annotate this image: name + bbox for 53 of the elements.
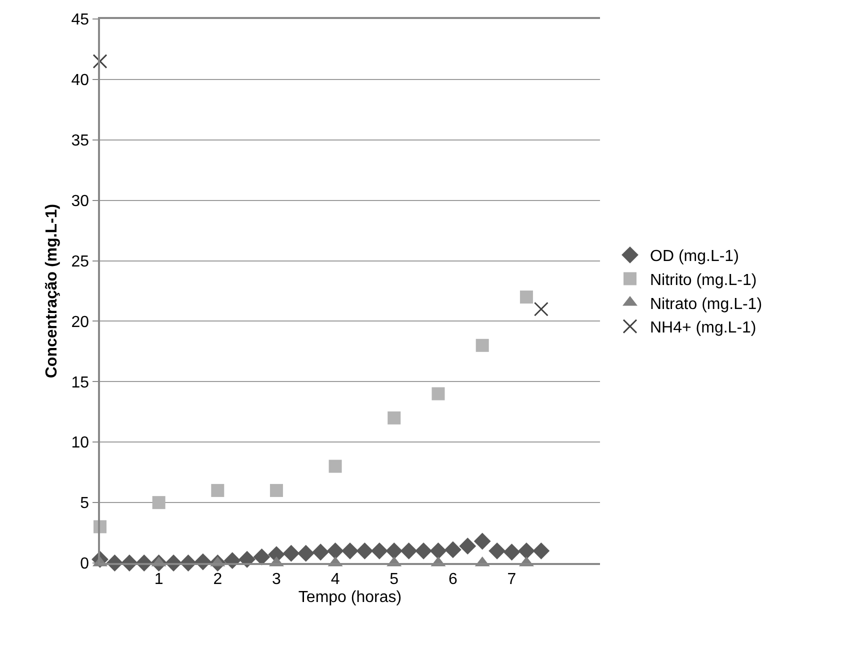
- point: [386, 542, 403, 560]
- point: [238, 550, 256, 568]
- y-tick-label: 5: [80, 495, 90, 512]
- y-axis-title: Concentração (mg.L-1): [44, 204, 61, 378]
- legend-label: NH4+ (mg.L-1): [650, 320, 756, 337]
- x-axis-title: Tempo (horas): [298, 589, 402, 606]
- x-tick-label: 6: [448, 570, 458, 588]
- point: [152, 496, 166, 510]
- point: [459, 538, 476, 555]
- point: [370, 542, 388, 560]
- point: [356, 542, 374, 560]
- point: [430, 542, 447, 560]
- point: [211, 484, 224, 497]
- point: [444, 541, 462, 558]
- point: [270, 484, 283, 497]
- point: [518, 542, 535, 560]
- y-tick-label: 0: [80, 556, 90, 573]
- x-tick-label: 4: [330, 570, 340, 588]
- legend-label: OD (mg.L-1): [650, 248, 739, 266]
- point: [297, 544, 314, 562]
- y-tick-label: 10: [71, 434, 90, 452]
- x-tick-label: 5: [390, 570, 399, 588]
- y-tick-label: 45: [71, 12, 90, 29]
- y-tick-label: 35: [71, 132, 90, 150]
- legend-label: Nitrato (mg.L-1): [650, 296, 762, 313]
- point: [532, 542, 550, 560]
- point: [92, 54, 108, 69]
- y-tick-label: 25: [71, 253, 90, 270]
- point: [253, 548, 270, 566]
- x-tick-label: 2: [213, 570, 222, 588]
- y-tick-label: 20: [71, 314, 90, 331]
- point: [415, 542, 432, 560]
- point: [476, 338, 489, 352]
- x-tick-label: 7: [507, 570, 516, 588]
- point: [503, 544, 520, 561]
- x-tick-label: 3: [272, 570, 282, 588]
- point: [520, 290, 533, 304]
- legend-label: Nitrito (mg.L-1): [650, 272, 757, 289]
- point: [534, 302, 548, 316]
- point: [282, 544, 300, 562]
- point: [312, 544, 330, 561]
- point: [400, 542, 418, 560]
- point: [488, 542, 506, 560]
- x-tick-label: 1: [154, 570, 164, 588]
- point: [328, 460, 342, 473]
- point: [432, 387, 445, 400]
- point: [342, 542, 358, 560]
- point: [474, 532, 491, 550]
- y-tick-label: 40: [71, 72, 90, 90]
- y-tick-label: 15: [71, 374, 90, 392]
- y-tick-label: 30: [71, 192, 90, 210]
- point: [326, 542, 344, 560]
- point: [388, 411, 401, 424]
